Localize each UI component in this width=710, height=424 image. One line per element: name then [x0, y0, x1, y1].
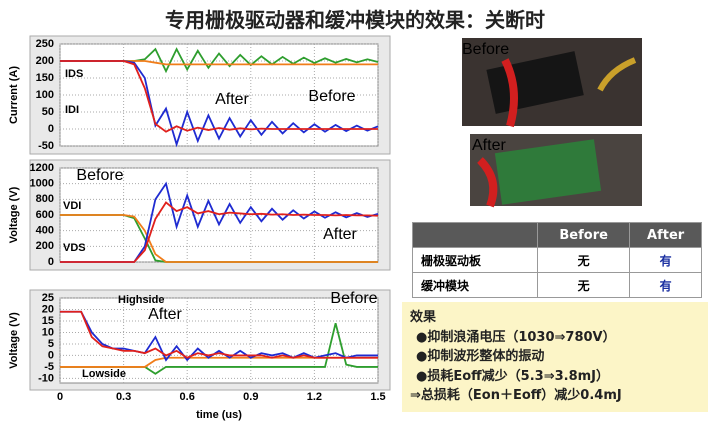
y-axis-label: Voltage (V): [8, 312, 20, 369]
header-cell: Before: [537, 222, 631, 248]
y-tick-label: 25: [42, 292, 54, 304]
x-tick-label: 1.5: [370, 391, 385, 403]
y-tick-label: 1200: [30, 162, 54, 174]
photo-label: After: [472, 137, 506, 154]
x-tick-label: 1.2: [307, 391, 322, 403]
annotation: Before: [76, 167, 123, 184]
row-label: 缓冲模块: [411, 272, 539, 298]
pcb: [494, 139, 602, 205]
y-axis-label: Voltage (V): [8, 186, 20, 243]
effect-item: ●损耗Eoff减少（5.3⇒3.8mJ）: [416, 368, 610, 384]
annotation: Before: [330, 290, 377, 307]
annotation: VDI: [63, 200, 81, 212]
y-tick-label: 0: [48, 256, 54, 268]
x-axis-label: time (us): [196, 409, 242, 421]
x-tick-label: 0.9: [243, 391, 258, 403]
cable: [501, 58, 518, 128]
y-axis-label: Current (A): [8, 66, 20, 124]
annotation: Highside: [118, 294, 164, 306]
cell: 无: [537, 247, 631, 273]
y-tick-label: 15: [42, 315, 54, 327]
photos: Before After: [462, 38, 642, 208]
photo-label: Before: [462, 41, 509, 58]
y-tick-label: 5: [48, 338, 54, 350]
annotation: After: [323, 226, 357, 243]
annotation: VDS: [63, 242, 86, 254]
series-line: [60, 310, 378, 359]
y-tick-label: 200: [36, 240, 54, 252]
y-tick-label: -5: [44, 361, 54, 373]
effects-title: 效果: [410, 310, 437, 325]
y-tick-label: -10: [38, 372, 54, 384]
x-tick-label: 0.3: [116, 391, 131, 403]
y-tick-label: 250: [36, 38, 54, 50]
y-tick-label: 0: [48, 123, 54, 135]
y-tick-label: 1000: [30, 178, 54, 190]
series-line: [60, 214, 378, 263]
y-tick-label: 150: [36, 72, 54, 84]
y-tick-label: 10: [42, 326, 54, 338]
annotation: Before: [308, 88, 355, 105]
series-line: [60, 201, 379, 263]
series-line: [60, 60, 378, 133]
plot-area: [59, 297, 379, 384]
charts: Current (A)-50050100150200250IDSIDIAfter…: [8, 35, 391, 421]
y-tick-label: 400: [36, 225, 54, 237]
header-cell: [411, 222, 539, 248]
effect-item: ●抑制浪涌电压（1030⇒780V）: [416, 329, 616, 345]
comparison-table: Before After 栅极驱动板无有 缓冲模块无有: [411, 222, 702, 298]
cell: 无: [537, 272, 631, 298]
x-tick-label: 0: [57, 391, 63, 403]
cell: 有: [629, 272, 702, 298]
y-tick-label: -50: [38, 140, 54, 152]
cable: [597, 57, 637, 92]
y-tick-label: 800: [36, 193, 54, 205]
y-tick-label: 20: [42, 303, 54, 315]
x-tick-label: 0.6: [180, 391, 195, 403]
y-tick-label: 0: [48, 349, 54, 361]
cell: 有: [629, 247, 702, 273]
y-tick-label: 100: [36, 89, 54, 101]
annotation: After: [215, 91, 249, 108]
cable: [477, 157, 498, 208]
effect-item: ⇒总损耗（Eon＋Eoff）减少0.4mJ: [410, 388, 622, 403]
row-label: 栅极驱动板: [411, 247, 539, 273]
y-tick-label: 600: [36, 209, 54, 221]
annotation: Lowside: [82, 368, 126, 380]
annotation: IDI: [65, 104, 79, 116]
effect-item: ●抑制波形整体的振动: [416, 349, 545, 364]
annotation: IDS: [65, 68, 83, 80]
y-tick-label: 200: [36, 55, 54, 67]
annotation: After: [148, 306, 182, 323]
y-tick-label: 50: [42, 106, 54, 118]
page-title: 专用栅极驱动器和缓冲模块的效果：关断时: [165, 8, 545, 32]
effects-box: 效果 ●抑制浪涌电压（1030⇒780V） ●抑制波形整体的振动 ●损耗Eoff…: [402, 302, 708, 412]
header-cell: After: [629, 222, 702, 248]
